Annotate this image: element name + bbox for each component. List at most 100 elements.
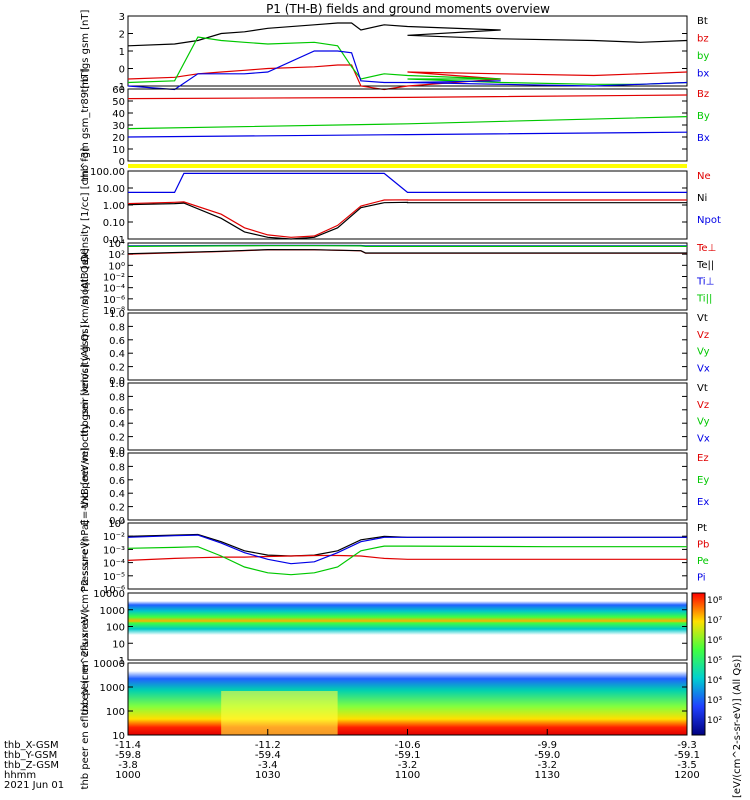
series-line-Pi bbox=[127, 534, 687, 565]
y-axis-label: thb peer en eflux eV (cm^2-s-sr-eV) bbox=[80, 608, 91, 789]
y-tick-label: 0.8 bbox=[109, 392, 125, 403]
colorbar-tick-label: 10⁵ bbox=[707, 656, 722, 666]
y-axis-label: moqt3 [eV] bbox=[80, 248, 91, 305]
y-tick-label: 0.6 bbox=[109, 406, 125, 417]
x-axis-tick-label: 1000 bbox=[115, 770, 140, 781]
x-axis-tick-label: -9.3 bbox=[677, 740, 697, 751]
series-line-Ti|| bbox=[127, 245, 687, 247]
y-axis-label: thb peir velocity gsm [km/s] (All Qs) bbox=[80, 256, 91, 437]
legend-entry: Bx bbox=[697, 133, 710, 144]
y-tick-label: 2 bbox=[119, 30, 125, 41]
y-tick-label: 20 bbox=[112, 133, 125, 144]
y-tick-label: 0.2 bbox=[109, 433, 125, 444]
y-tick-label: 1.0 bbox=[109, 379, 125, 390]
legend-entry: Vy bbox=[697, 417, 710, 428]
y-tick-label: 10000 bbox=[93, 659, 125, 670]
y-tick-label: 10.00 bbox=[96, 184, 125, 195]
colorbar-tick-label: 10⁴ bbox=[707, 676, 722, 686]
y-tick-label: 0.0 bbox=[109, 516, 125, 527]
y-tick-label: 10000 bbox=[93, 589, 125, 600]
x-axis-tick-label: -9.9 bbox=[537, 740, 557, 751]
y-tick-label: 10⁻³ bbox=[103, 545, 125, 556]
colorbar-scale bbox=[691, 592, 706, 736]
y-tick-label: 0.2 bbox=[109, 503, 125, 514]
panel-peir_velocity: 1.0 0.8 0.6 0.4 0.2 0.0 thb peir velocity gsm … bbox=[80, 256, 710, 437]
series-line-By bbox=[127, 116, 688, 130]
colorbar-tick-label: 10⁸ bbox=[707, 596, 722, 606]
x-axis-tick-label: -59.0 bbox=[534, 750, 560, 761]
legend-entry: Pb bbox=[697, 540, 709, 551]
heatmap-gap bbox=[221, 691, 338, 735]
colorbar-tick-label: 10² bbox=[707, 716, 722, 726]
y-tick-label: 0.6 bbox=[109, 476, 125, 487]
legend-entry: Ni bbox=[697, 193, 707, 204]
legend-entry: Vz bbox=[697, 330, 709, 341]
series-line-Bz bbox=[127, 94, 688, 100]
y-tick-label: 3 bbox=[119, 12, 125, 23]
y-tick-label: 0.8 bbox=[109, 322, 125, 333]
y-tick-label: 10⁻² bbox=[103, 532, 125, 543]
x-axis-tick-label: -10.6 bbox=[395, 740, 421, 751]
y-tick-label: 0.6 bbox=[109, 336, 125, 347]
x-axis-tick-label: -11.2 bbox=[255, 740, 281, 751]
legend-entry: Te⊥ bbox=[696, 243, 716, 254]
panel-density: 100.00 10.00 1.00 0.10 0.01 Density [1/cc] [c… bbox=[80, 148, 721, 262]
series-line-Pb bbox=[127, 554, 687, 561]
x-axis-row-label: thb_X-GSM bbox=[4, 740, 59, 751]
y-tick-label: 10⁻⁸ bbox=[103, 306, 125, 317]
series-line-Npot bbox=[128, 172, 687, 193]
y-tick-label: 10² bbox=[108, 250, 125, 261]
y-tick-label: 0.0 bbox=[109, 376, 125, 387]
series-line-Pe bbox=[127, 545, 687, 576]
y-tick-label: -1 bbox=[115, 82, 125, 93]
x-axis-tick-label: 1200 bbox=[674, 770, 699, 781]
legend-entry: Ti|| bbox=[696, 293, 712, 304]
colorbar-tick-label: 10³ bbox=[707, 696, 722, 706]
legend-entry: Pi bbox=[697, 573, 706, 584]
series-line-by bbox=[127, 36, 688, 85]
y-tick-label: 100.00 bbox=[90, 167, 125, 178]
y-axis-label: thb peir en eflux eV (cm^2-s-sr-eV) bbox=[80, 538, 91, 716]
colorbar: 10⁸ 10⁷ 10⁶ 10⁵ 10⁴ 10³ 10² bbox=[691, 592, 722, 736]
legend-entry: Ey bbox=[697, 475, 709, 486]
y-tick-label: 30 bbox=[112, 121, 125, 132]
y-tick-label: 10 bbox=[112, 639, 125, 650]
y-tick-label: 1 bbox=[119, 47, 125, 58]
series-line-bx bbox=[127, 50, 688, 91]
y-axis-label: thb fgs gsm [nT] bbox=[80, 10, 91, 93]
x-axis-tick-label: -59.1 bbox=[395, 750, 421, 761]
panel-efield: 1.0 0.8 0.6 0.4 0.2 0.0 E=-VxB [mV/m] Ez Ey Ex bbox=[80, 447, 709, 527]
series-line-bz bbox=[127, 64, 688, 91]
y-tick-label: 1 bbox=[119, 656, 125, 667]
x-axis-tick-label: -59.1 bbox=[674, 750, 700, 761]
x-axis-tick-label: -11.4 bbox=[115, 740, 141, 751]
series-line-Bt bbox=[127, 22, 688, 47]
legend-entry: by bbox=[697, 51, 709, 62]
colorbar-label: [eV/(cm^2-s-sr-eV)] (All Qs)] bbox=[732, 655, 743, 798]
x-axis-tick-label: -3.2 bbox=[398, 760, 418, 771]
panel-frame bbox=[127, 452, 688, 521]
series-line-Ni bbox=[127, 201, 687, 240]
y-tick-label: 1.0 bbox=[109, 309, 125, 320]
y-tick-label: 10⁻⁶ bbox=[103, 295, 125, 306]
y-tick-label: 10 bbox=[112, 145, 125, 156]
panel-pressure: 10⁰ 10⁻² 10⁻³ 10⁻⁴ 10⁻⁵ 10⁻⁶ Pressure [nPa] Pt P… bbox=[80, 519, 709, 596]
x-axis-tick-label: -3.5 bbox=[677, 760, 697, 771]
y-tick-label: 1.00 bbox=[103, 201, 125, 212]
y-tick-label: 0 bbox=[119, 157, 125, 168]
legend-entry: By bbox=[697, 111, 710, 122]
y-tick-label: 0.4 bbox=[109, 349, 125, 360]
x-axis-date: 2021 Jun 01 bbox=[4, 780, 64, 791]
series-line-Bx bbox=[127, 131, 688, 138]
plot-title: P1 (TH-B) fields and ground moments over… bbox=[266, 2, 550, 16]
legend-entry: Ez bbox=[697, 453, 709, 464]
panel-peer_velocity: 1.0 0.8 0.6 0.4 0.2 0.0 thb peer velocity gsm … bbox=[80, 324, 710, 508]
y-tick-label: 0.4 bbox=[109, 419, 125, 430]
legend-entry: Vx bbox=[697, 363, 710, 374]
legend-entry: Pt bbox=[697, 523, 707, 534]
panel-peir_en_eflux: 10000 1000 100 10 1 thb peir en eflux eV (cm^… bbox=[80, 538, 688, 716]
y-axis-label: thb fgm gsm_tr89 [nT] bbox=[80, 68, 91, 181]
